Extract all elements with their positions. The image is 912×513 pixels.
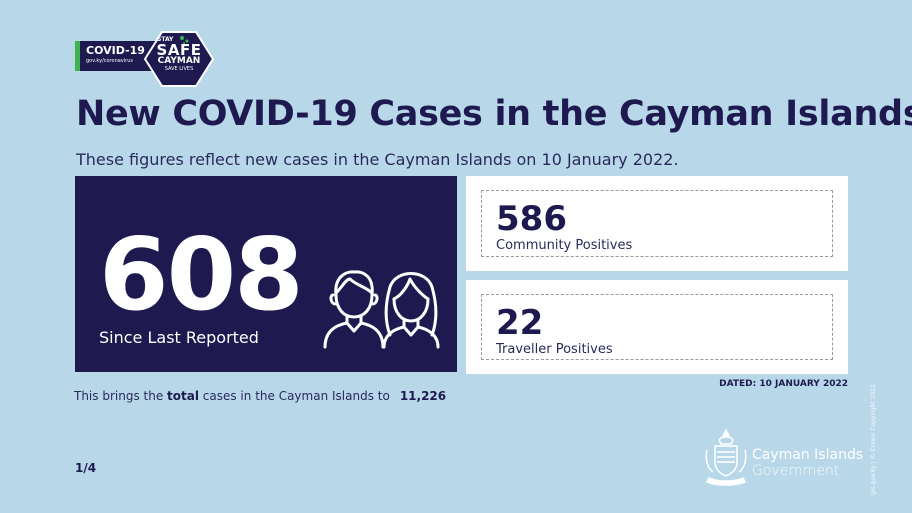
stay-safe-badge: STAY SAFE CAYMAN SAVE LIVES <box>150 36 208 73</box>
government-sub: Government <box>752 463 840 479</box>
traveller-positives-card: 22 Traveller Positives <box>466 280 848 374</box>
total-cases-value: 11,226 <box>399 389 447 403</box>
main-stat-value: 608 <box>99 216 304 333</box>
traveller-positives-value: 22 <box>496 303 544 343</box>
total-cases-line: This brings the total cases in the Cayma… <box>74 389 446 403</box>
covid-label: COVID-19 <box>86 44 145 57</box>
stay-text: STAY <box>157 36 174 43</box>
cayman-text: CAYMAN <box>157 56 201 66</box>
total-suffix: cases in the Cayman Islands to <box>198 389 390 403</box>
main-stat-card <box>75 176 457 372</box>
covid-badge: COVID-19 gov.ky/coronavirus <box>75 41 155 71</box>
crest-icon <box>705 428 747 486</box>
save-lives-text: SAVE LIVES <box>164 66 194 72</box>
community-positives-frame: 586 Community Positives <box>481 190 833 257</box>
main-stat-label: Since Last Reported <box>99 328 259 347</box>
total-prefix: This brings the <box>74 389 168 403</box>
dated-label: DATED: 10 JANUARY 2022 <box>719 379 848 389</box>
traveller-positives-frame: 22 Traveller Positives <box>481 294 833 360</box>
government-name: Cayman Islands <box>752 447 864 463</box>
traveller-positives-label: Traveller Positives <box>496 342 613 357</box>
people-icon <box>323 270 440 349</box>
community-positives-label: Community Positives <box>496 238 633 253</box>
safe-text: SAFE <box>156 41 202 59</box>
page-indicator: 1/4 <box>75 461 97 475</box>
copyright-credit: gis.gov.ky | © Crown Copyright 2022 <box>870 384 877 495</box>
covid-url: gov.ky/coronavirus <box>86 58 133 64</box>
stay-safe-hexagon-icon <box>144 31 214 87</box>
community-positives-card: 586 Community Positives <box>466 176 848 271</box>
total-emphasis: total <box>167 389 199 403</box>
page-title: New COVID-19 Cases in the Cayman Islands <box>76 94 912 134</box>
page-subtitle: These figures reflect new cases in the C… <box>76 150 679 169</box>
community-positives-value: 586 <box>496 199 567 239</box>
